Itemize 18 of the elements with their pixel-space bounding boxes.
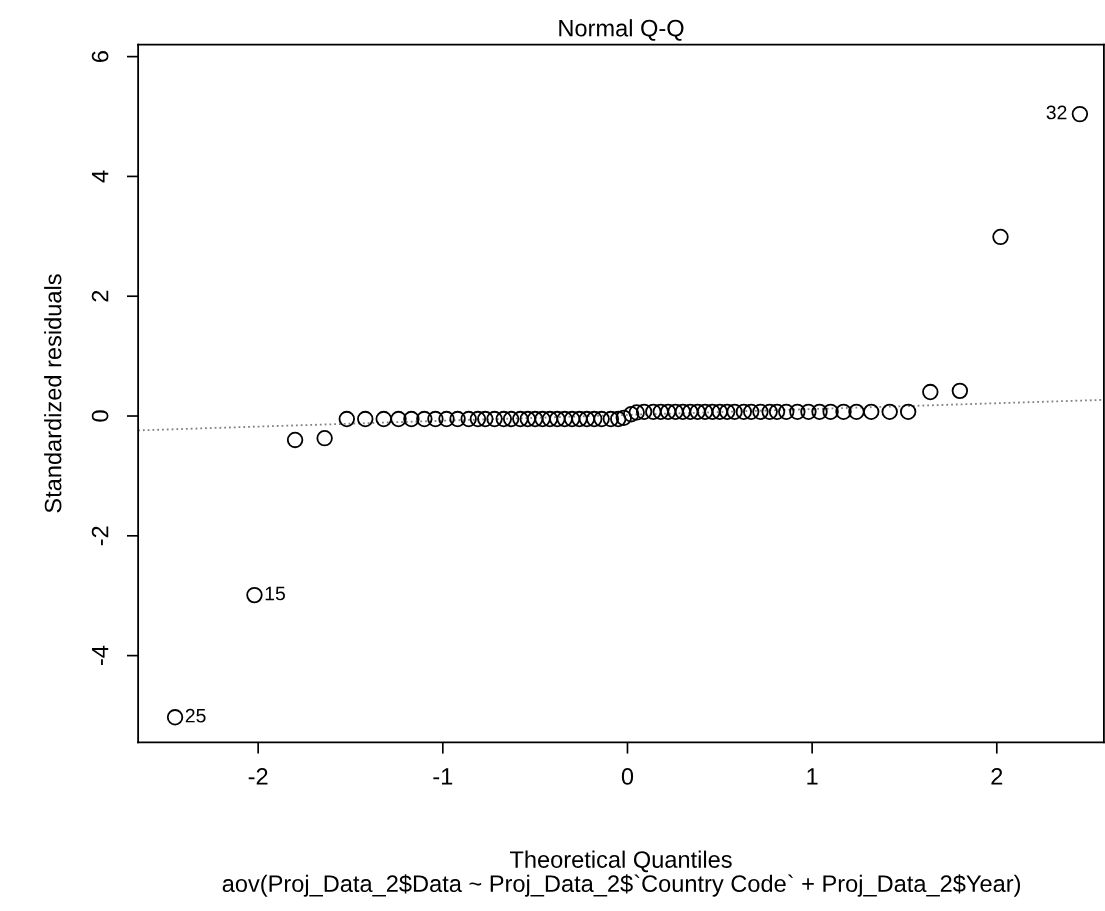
annotation: 32: [1046, 105, 1067, 120]
y-tick-label: 0: [91, 410, 109, 422]
chart-title: Normal Q-Q: [559, 19, 684, 41]
x-tick-label: 1: [807, 768, 818, 785]
x-tick-label: 2: [991, 768, 1003, 785]
x-tick-label: -2: [248, 768, 268, 785]
x-tick-label: -1: [433, 768, 453, 785]
text: aov(Proj_Data_2$Data ~ Proj_Data_2$`Country Code` + Proj_Data_2$Year): [222, 874, 1021, 897]
y-tick-label: -4: [91, 645, 109, 666]
y-tick-label: 6: [91, 51, 109, 62]
annotation: 15: [265, 586, 285, 601]
y-tick-label: 4: [91, 170, 109, 183]
x-tick-label: 0: [621, 768, 634, 785]
x-axis-title: Theoretical Quantiles: [510, 850, 732, 873]
y-axis-title: Standardized residuals: [44, 274, 62, 513]
y-tick-label: 2: [91, 290, 109, 302]
y-tick-label: -2: [91, 526, 109, 546]
annotation: 25: [185, 708, 206, 723]
